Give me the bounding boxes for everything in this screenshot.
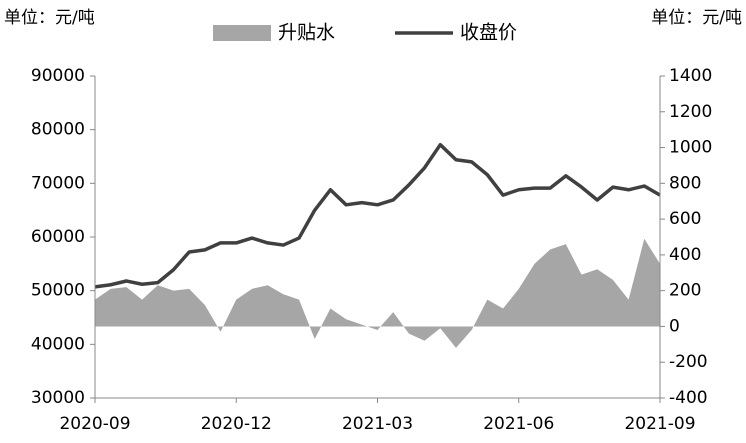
- y-tick-label: 70000: [31, 173, 85, 193]
- y-tick-label: 80000: [31, 120, 85, 140]
- legend-swatch: [213, 25, 271, 41]
- line: [94, 142, 661, 289]
- x-tick-label: 2021-09: [624, 414, 695, 434]
- y-tick-label: 60000: [31, 227, 85, 247]
- y2-tick-label: 200: [669, 281, 701, 301]
- y2-tick-label: -200: [669, 352, 708, 372]
- y2-tick-label: 400: [669, 245, 701, 265]
- x-tick-label: 2020-12: [201, 414, 272, 434]
- y-tick-label: 90000: [31, 66, 85, 86]
- y-unit-label: 单位：元/吨: [4, 8, 95, 28]
- x-tick-label: 2021-03: [342, 414, 413, 434]
- y2-tick-label: -400: [669, 388, 708, 408]
- y2-tick-label: 600: [669, 209, 701, 229]
- y2-tick-label: 1200: [669, 102, 712, 122]
- y-tick-label: 30000: [31, 388, 85, 408]
- area: [95, 238, 660, 348]
- y2-tick-label: 800: [669, 173, 701, 193]
- y2-tick-label: 1000: [669, 138, 712, 158]
- y2-unit-label: 单位：元/吨: [651, 8, 742, 28]
- y-tick-label: 50000: [31, 281, 85, 301]
- y2-tick-label: 0: [669, 316, 680, 336]
- y2-tick-label: 1400: [669, 66, 712, 86]
- x-tick-label: 2020-09: [59, 414, 130, 434]
- legend-label: 收盘价: [460, 22, 517, 44]
- x-tick-label: 2021-06: [483, 414, 554, 434]
- legend-label: 升贴水: [278, 22, 335, 44]
- y-tick-label: 40000: [31, 334, 85, 354]
